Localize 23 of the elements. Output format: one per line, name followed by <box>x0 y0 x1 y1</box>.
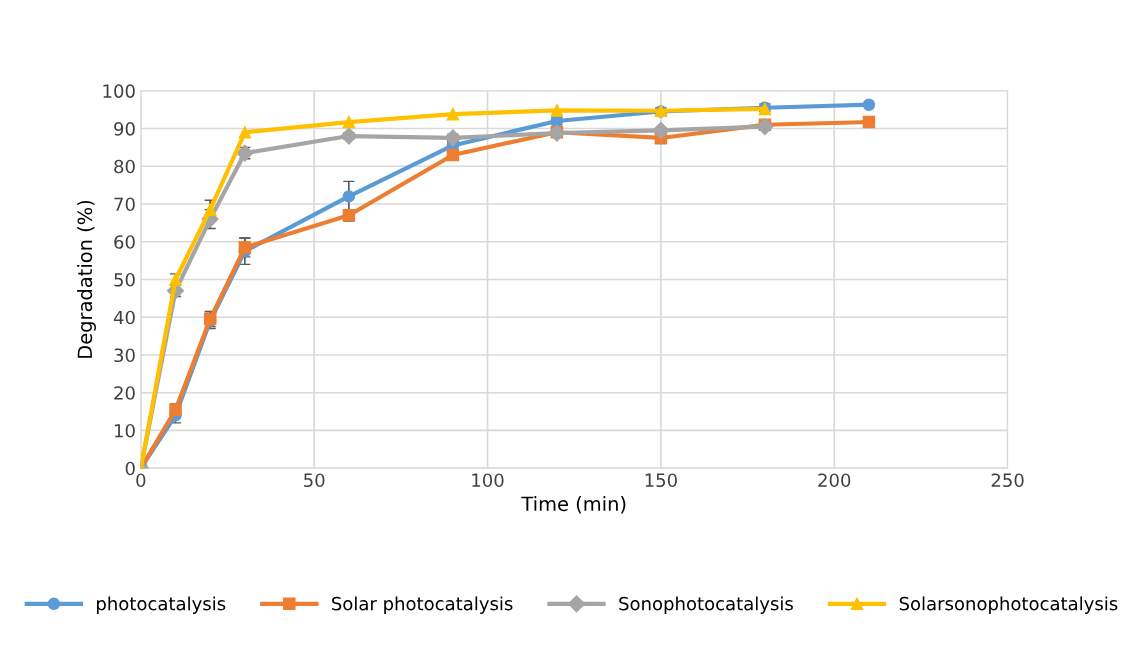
legend-label: Solar photocatalysis <box>332 596 513 614</box>
x-tick-label: 200 <box>818 473 851 488</box>
x-axis-title: Time (min) <box>521 496 626 514</box>
y-tick-label: 30 <box>114 348 135 363</box>
x-tick-label: 50 <box>304 473 325 488</box>
legend-label: Sonophotocatalysis <box>619 596 793 614</box>
legend-label: Solarsonophotocatalysis <box>899 596 1118 614</box>
y-tick-label: 10 <box>114 423 135 438</box>
legend-label: photocatalysis <box>97 596 226 614</box>
y-tick-label: 60 <box>114 235 135 249</box>
y-tick-label: 100 <box>103 84 135 98</box>
y-axis-title: Degradation (%) <box>77 200 96 358</box>
x-tick-label: 0 <box>136 473 146 488</box>
y-tick-label: 40 <box>113 310 135 325</box>
y-tick-label: 70 <box>114 197 135 212</box>
x-tick-label: 100 <box>472 473 504 488</box>
y-tick-label: 80 <box>114 159 135 174</box>
y-tick-label: 0 <box>125 461 135 476</box>
x-tick-label: 250 <box>991 473 1024 488</box>
y-tick-label: 50 <box>114 272 135 287</box>
x-tick-label: 150 <box>645 473 677 488</box>
y-tick-label: 90 <box>114 121 135 136</box>
y-tick-label: 20 <box>114 386 135 400</box>
